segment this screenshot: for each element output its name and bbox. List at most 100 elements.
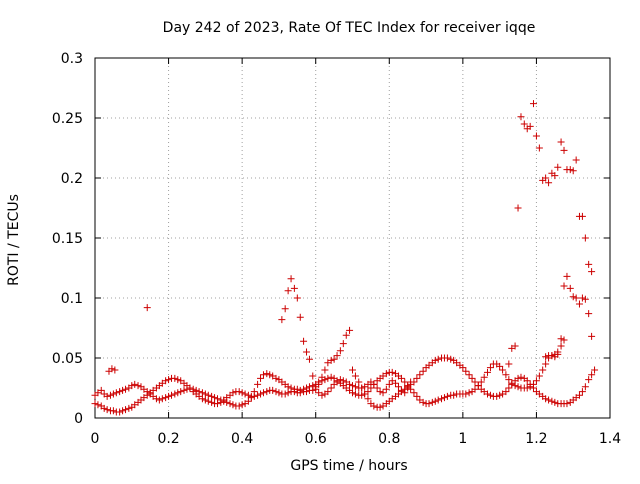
data-point xyxy=(327,384,335,392)
data-point xyxy=(174,376,182,384)
data-point xyxy=(312,383,320,391)
data-point xyxy=(572,156,580,164)
data-point xyxy=(542,353,550,361)
data-point xyxy=(554,163,562,171)
data-point xyxy=(281,390,289,398)
data-point xyxy=(358,384,366,392)
data-point xyxy=(566,284,574,292)
data-point xyxy=(545,179,553,187)
data-point xyxy=(508,380,516,388)
y-tick-label: 0.15 xyxy=(52,231,83,247)
data-point xyxy=(416,371,424,379)
data-point xyxy=(532,377,540,385)
data-point xyxy=(588,332,596,340)
data-point xyxy=(508,344,516,352)
data-point xyxy=(545,396,553,404)
x-tick-label: 1.4 xyxy=(599,431,621,447)
data-point xyxy=(557,342,565,350)
data-point xyxy=(526,122,534,130)
data-point xyxy=(425,400,433,408)
data-point xyxy=(339,377,347,385)
data-point xyxy=(287,275,295,283)
data-point xyxy=(361,390,369,398)
data-point xyxy=(517,373,525,381)
data-point xyxy=(560,146,568,154)
data-point xyxy=(462,390,470,398)
data-point xyxy=(526,380,534,388)
data-point xyxy=(204,391,212,399)
data-point xyxy=(198,389,206,397)
data-point xyxy=(318,373,326,381)
data-point xyxy=(201,396,209,404)
data-point xyxy=(171,374,179,382)
data-point xyxy=(388,368,396,376)
data-point xyxy=(106,391,114,399)
data-point xyxy=(431,397,439,405)
data-point xyxy=(465,371,473,379)
data-point xyxy=(263,370,271,378)
data-point xyxy=(397,374,405,382)
data-point xyxy=(520,120,528,128)
data-point xyxy=(434,396,442,404)
data-point xyxy=(407,378,415,386)
data-point xyxy=(257,390,265,398)
data-point xyxy=(263,388,271,396)
data-point xyxy=(122,385,130,393)
x-tick-label: 0.6 xyxy=(305,431,327,447)
data-point xyxy=(376,388,384,396)
data-point xyxy=(551,172,559,180)
data-point xyxy=(128,382,136,390)
data-point xyxy=(241,390,249,398)
y-tick-label: 0.1 xyxy=(61,291,83,307)
data-point xyxy=(585,260,593,268)
data-point xyxy=(208,392,216,400)
data-points xyxy=(91,100,599,416)
data-point xyxy=(428,398,436,406)
x-tick-label: 0.4 xyxy=(231,431,253,447)
data-point xyxy=(342,331,350,339)
data-point xyxy=(535,372,543,380)
data-point xyxy=(535,144,543,152)
data-point xyxy=(575,300,583,308)
data-point xyxy=(517,113,525,121)
data-point xyxy=(309,372,317,380)
data-point xyxy=(585,310,593,318)
data-point xyxy=(581,295,589,303)
data-point xyxy=(162,377,170,385)
data-point xyxy=(575,391,583,399)
data-point xyxy=(109,407,117,415)
data-point xyxy=(111,366,119,374)
data-point xyxy=(269,386,277,394)
data-point xyxy=(585,376,593,384)
data-point xyxy=(578,212,586,220)
y-tick-label: 0.25 xyxy=(52,111,83,127)
data-point xyxy=(134,382,142,390)
data-point xyxy=(198,395,206,403)
data-point xyxy=(468,374,476,382)
data-point xyxy=(250,392,258,400)
data-point xyxy=(434,355,442,363)
data-point xyxy=(284,287,292,295)
data-point xyxy=(401,378,409,386)
data-point xyxy=(539,366,547,374)
data-point xyxy=(563,272,571,280)
x-tick-label: 1.2 xyxy=(525,431,547,447)
data-point xyxy=(177,388,185,396)
data-point xyxy=(235,388,243,396)
data-point xyxy=(229,389,237,397)
data-point xyxy=(266,371,274,379)
data-point xyxy=(443,354,451,362)
data-point xyxy=(569,167,577,175)
data-point xyxy=(201,390,209,398)
data-point xyxy=(346,326,354,334)
data-point xyxy=(529,100,537,108)
data-point xyxy=(330,355,338,363)
data-point xyxy=(370,402,378,410)
data-point xyxy=(376,403,384,411)
data-point xyxy=(496,362,504,370)
data-point xyxy=(419,398,427,406)
data-point xyxy=(477,378,485,386)
data-point xyxy=(413,374,421,382)
data-point xyxy=(351,383,359,391)
